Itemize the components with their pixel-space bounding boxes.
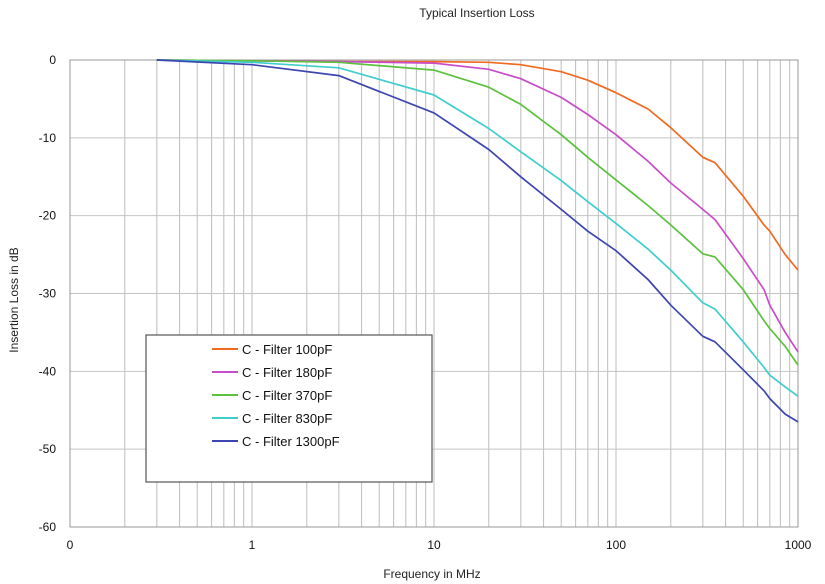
series-line — [156, 59, 799, 397]
y-tick-labels: 0 -10 -20 -30 -40 -50 -60 — [39, 53, 57, 534]
legend-label: C - Filter 100pF — [242, 342, 332, 357]
x-tick-labels: 0 1 10 100 1000 — [67, 538, 812, 552]
series-line — [156, 59, 799, 271]
series-line — [156, 59, 799, 353]
x-tick-label: 100 — [606, 538, 626, 552]
y-tick-label: -60 — [39, 520, 57, 534]
x-tick-label: 0 — [67, 538, 74, 552]
y-tick-label: -30 — [39, 287, 57, 301]
x-axis-title: Frequency in MHz — [383, 567, 480, 581]
legend-label: C - Filter 370pF — [242, 388, 332, 403]
y-tick-label: -10 — [39, 131, 57, 145]
legend-box — [145, 334, 433, 483]
y-tick-label: -20 — [39, 209, 57, 223]
legend-label: C - Filter 830pF — [242, 411, 332, 426]
legend-label: C - Filter 180pF — [242, 365, 332, 380]
plot-area — [69, 59, 799, 528]
x-tick-label: 1000 — [785, 538, 812, 552]
y-tick-label: -40 — [39, 364, 57, 378]
series-line — [156, 59, 799, 366]
legend-label: C - Filter 1300pF — [242, 434, 340, 449]
y-axis-title: Insertion Loss in dB — [7, 247, 21, 352]
y-tick-label: 0 — [49, 53, 56, 67]
x-tick-label: 1 — [249, 538, 256, 552]
series-lines — [156, 59, 799, 423]
series-line — [156, 59, 799, 423]
x-tick-label: 10 — [427, 538, 441, 552]
legend: C - Filter 100pF C - Filter 180pF C - Filt… — [145, 334, 433, 483]
chart-title: Typical Insertion Loss — [419, 6, 534, 20]
y-tick-label: -50 — [39, 442, 57, 456]
